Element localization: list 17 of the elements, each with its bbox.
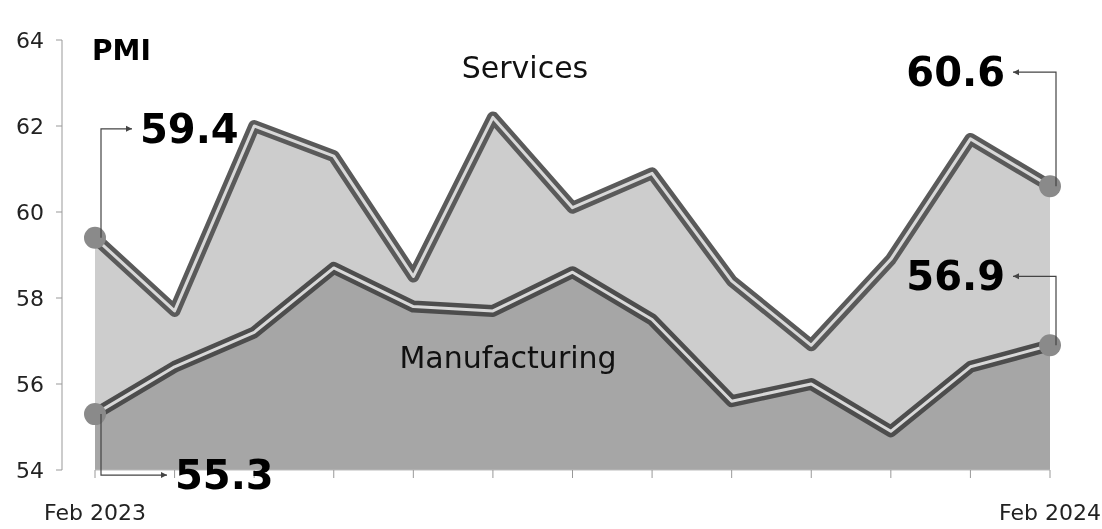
data-label: 56.9 xyxy=(906,253,1005,300)
data-label: 59.4 xyxy=(140,105,239,152)
y-tick-label: 54 xyxy=(16,458,44,483)
y-tick-label: 58 xyxy=(16,286,44,311)
y-tick-label: 62 xyxy=(16,114,44,139)
x-tick-label: Feb 2023 xyxy=(44,500,146,525)
y-axis-title: PMI xyxy=(92,34,151,67)
point xyxy=(84,226,106,249)
y-tick-label: 64 xyxy=(16,28,44,53)
data-label: 55.3 xyxy=(175,452,274,499)
y-tick-label: 56 xyxy=(16,372,44,397)
y-tick-label: 60 xyxy=(16,200,44,225)
x-tick-label: Feb 2024 xyxy=(999,500,1101,525)
data-label: 60.6 xyxy=(906,49,1005,96)
series-label: Manufacturing xyxy=(399,340,617,375)
series-label: Services xyxy=(461,50,589,85)
point xyxy=(1039,175,1061,198)
